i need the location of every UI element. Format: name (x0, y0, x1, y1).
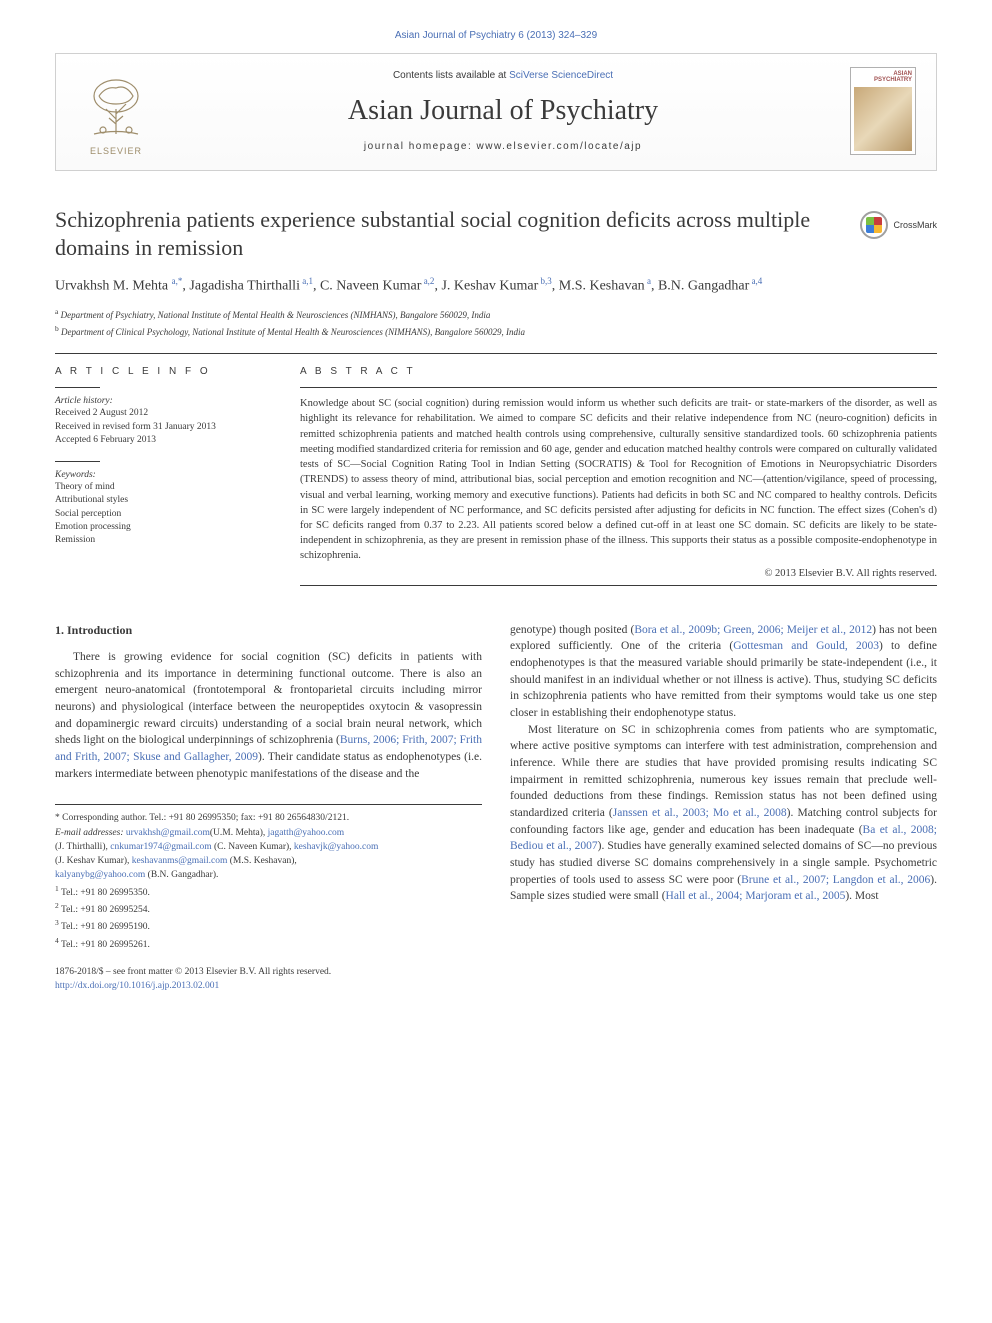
body-column-left: 1. Introduction There is growing evidenc… (55, 622, 482, 994)
email-line-1: E-mail addresses: urvakhsh@gmail.com(U.M… (55, 826, 482, 840)
abstract-rule-bottom (300, 585, 937, 586)
journal-homepage[interactable]: journal homepage: www.elsevier.com/locat… (176, 141, 830, 152)
cover-image (854, 87, 912, 151)
elsevier-label: ELSEVIER (90, 146, 142, 156)
issn-line: 1876-2018/$ – see front matter © 2013 El… (55, 966, 482, 980)
citation-link[interactable]: Brune et al., 2007; Langdon et al., 2006 (741, 874, 930, 886)
abstract-heading: A B S T R A C T (300, 366, 937, 377)
intro-para-1-cont: genotype) though posited (Bora et al., 2… (510, 622, 937, 722)
email-label: E-mail addresses: (55, 828, 124, 838)
journal-header: ELSEVIER Contents lists available at Sci… (55, 53, 937, 171)
email-link[interactable]: cnkumar1974@gmail.com (110, 842, 211, 852)
abstract-rule (300, 387, 937, 388)
contents-prefix: Contents lists available at (393, 70, 509, 81)
email-link[interactable]: urvakhsh@gmail.com (126, 828, 210, 838)
email-link[interactable]: keshavjk@yahoo.com (294, 842, 378, 852)
article-info-heading: A R T I C L E I N F O (55, 366, 270, 377)
citation-link[interactable]: Gottesman and Gould, 2003 (733, 640, 879, 652)
footnote-tel: 3 Tel.: +91 80 26995190. (55, 917, 482, 934)
intro-para-2: Most literature on SC in schizophrenia c… (510, 722, 937, 905)
abstract-text: Knowledge about SC (social cognition) du… (300, 396, 937, 563)
history-label: Article history: (55, 396, 270, 406)
footnote-tel: 2 Tel.: +91 80 26995254. (55, 900, 482, 917)
authors-list: Urvakhsh M. Mehta a,*, Jagadisha Thirtha… (55, 275, 937, 296)
abstract-copyright: © 2013 Elsevier B.V. All rights reserved… (300, 568, 937, 579)
info-rule (55, 461, 100, 462)
affiliations: a Department of Psychiatry, National Ins… (55, 306, 937, 339)
email-line-3: (J. Keshav Kumar), keshavanms@gmail.com … (55, 854, 482, 868)
crossmark-badge[interactable]: CrossMark (860, 211, 937, 239)
email-line-2: (J. Thirthalli), cnkumar1974@gmail.com (… (55, 840, 482, 854)
email-link[interactable]: jagatth@yahoo.com (268, 828, 345, 838)
elsevier-logo[interactable]: ELSEVIER (76, 66, 156, 156)
section-1-heading: 1. Introduction (55, 622, 482, 639)
corresponding-author: * Corresponding author. Tel.: +91 80 269… (55, 811, 482, 825)
contents-line: Contents lists available at SciVerse Sci… (176, 70, 830, 81)
citation-link[interactable]: Hall et al., 2004; Marjoram et al., 2005 (666, 890, 846, 902)
keywords-label: Keywords: (55, 470, 270, 480)
divider (55, 353, 937, 354)
email-link[interactable]: keshavanms@gmail.com (132, 856, 228, 866)
journal-cover-thumbnail[interactable]: ASIAN PSYCHIATRY (850, 67, 916, 155)
footnotes: * Corresponding author. Tel.: +91 80 269… (55, 804, 482, 952)
crossmark-label: CrossMark (893, 220, 937, 230)
article-info-sidebar: A R T I C L E I N F O Article history: R… (55, 366, 270, 593)
journal-title: Asian Journal of Psychiatry (176, 95, 830, 127)
article-title: Schizophrenia patients experience substa… (55, 206, 845, 261)
crossmark-icon (866, 217, 882, 233)
intro-para-1: There is growing evidence for social cog… (55, 649, 482, 782)
cover-title: ASIAN PSYCHIATRY (854, 71, 912, 83)
article-history: Received 2 August 2012Received in revise… (55, 407, 270, 447)
sciencedirect-link[interactable]: SciVerse ScienceDirect (509, 70, 613, 81)
body-column-right: genotype) though posited (Bora et al., 2… (510, 622, 937, 994)
keywords-list: Theory of mindAttributional stylesSocial… (55, 481, 270, 547)
doi-link[interactable]: http://dx.doi.org/10.1016/j.ajp.2013.02.… (55, 981, 219, 991)
citation-link[interactable]: Bora et al., 2009b; Green, 2006; Meijer … (634, 624, 872, 636)
footnote-tel: 4 Tel.: +91 80 26995261. (55, 935, 482, 952)
journal-citation[interactable]: Asian Journal of Psychiatry 6 (2013) 324… (55, 30, 937, 41)
info-rule (55, 387, 100, 388)
footnote-tel: 1 Tel.: +91 80 26995350. (55, 883, 482, 900)
elsevier-tree-icon (81, 74, 151, 144)
email-line-4: kalyanybg@yahoo.com (B.N. Gangadhar). (55, 868, 482, 882)
email-link[interactable]: kalyanybg@yahoo.com (55, 870, 145, 880)
citation-link[interactable]: Janssen et al., 2003; Mo et al., 2008 (613, 807, 787, 819)
